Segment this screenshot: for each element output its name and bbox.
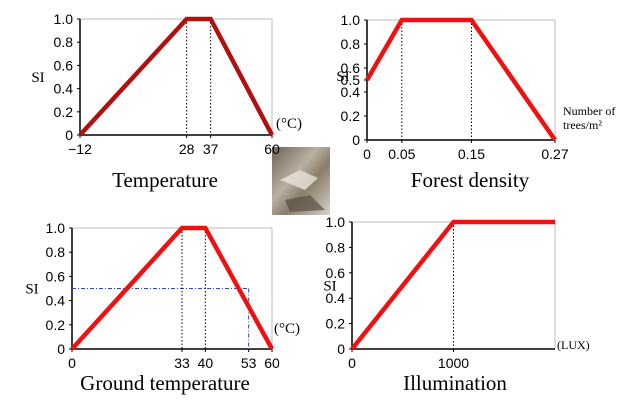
x-tick-label: 0.05 — [388, 146, 415, 162]
y-axis-label: SI — [336, 69, 349, 85]
y-tick-label: 0.6 — [54, 57, 74, 73]
y-tick-label: 1.0 — [326, 214, 346, 230]
plot-frame — [367, 20, 555, 140]
y-tick-label: 0.4 — [46, 293, 66, 309]
y-tick-label: 0 — [337, 341, 345, 357]
x-unit-label: trees/m² — [563, 118, 602, 132]
y-axis-label: SI — [25, 282, 38, 298]
x-unit-label: (°C) — [276, 116, 302, 132]
y-tick-label: 0 — [57, 341, 65, 357]
y-tick-label: 0.8 — [326, 239, 346, 255]
x-tick-label: 60 — [264, 355, 280, 371]
x-tick-label: 28 — [179, 141, 195, 157]
y-tick-label: 0.8 — [54, 34, 74, 50]
y-tick-label: 1.0 — [46, 220, 66, 236]
y-tick-label: 0.6 — [46, 268, 66, 284]
chart-title: Forest density — [411, 168, 530, 192]
y-tick-label: 0.2 — [341, 108, 361, 124]
x-tick-label: 0 — [348, 355, 356, 371]
y-tick-label: 1.0 — [54, 11, 74, 27]
x-tick-label: −12 — [68, 141, 92, 157]
chart-title: Illumination — [403, 371, 507, 395]
x-tick-label: 53 — [241, 355, 257, 371]
photo — [272, 147, 330, 215]
figure: 0 0.2 0.4 0.6 0.8 1.0 −12 28 37 60 SI (°C) Temperatu… — [0, 0, 632, 406]
x-tick-label: 1000 — [438, 355, 469, 371]
y-axis-label: SI — [323, 279, 336, 295]
x-unit-label: (°C) — [274, 321, 300, 337]
y-tick-label: 0.2 — [326, 316, 346, 332]
x-tick-label: 0 — [68, 355, 76, 371]
x-tick-label: 40 — [198, 355, 214, 371]
line-series — [367, 20, 555, 140]
x-tick-label: 37 — [203, 141, 219, 157]
x-tick-label: 60 — [264, 141, 280, 157]
y-tick-label: 0.2 — [46, 317, 66, 333]
x-unit-label: Number of — [563, 104, 615, 118]
y-tick-label: 0.2 — [54, 104, 74, 120]
line-series — [80, 19, 272, 135]
x-unit-label: (LUX) — [557, 338, 590, 352]
y-tick-label: 1.0 — [341, 12, 361, 28]
chart-title: Ground temperature — [80, 371, 250, 395]
x-tick-label: 0 — [363, 146, 371, 162]
x-tick-label: 0.15 — [458, 146, 485, 162]
y-tick-label: 0 — [352, 132, 360, 148]
x-tick-label: 0.27 — [541, 146, 568, 162]
y-axis-label: SI — [31, 70, 44, 86]
chart-title: Temperature — [112, 168, 218, 192]
x-tick-label: 33 — [174, 355, 190, 371]
y-tick-label: 0.8 — [341, 36, 361, 52]
y-tick-label: 0.4 — [54, 81, 74, 97]
y-tick-label: 0.8 — [46, 244, 66, 260]
